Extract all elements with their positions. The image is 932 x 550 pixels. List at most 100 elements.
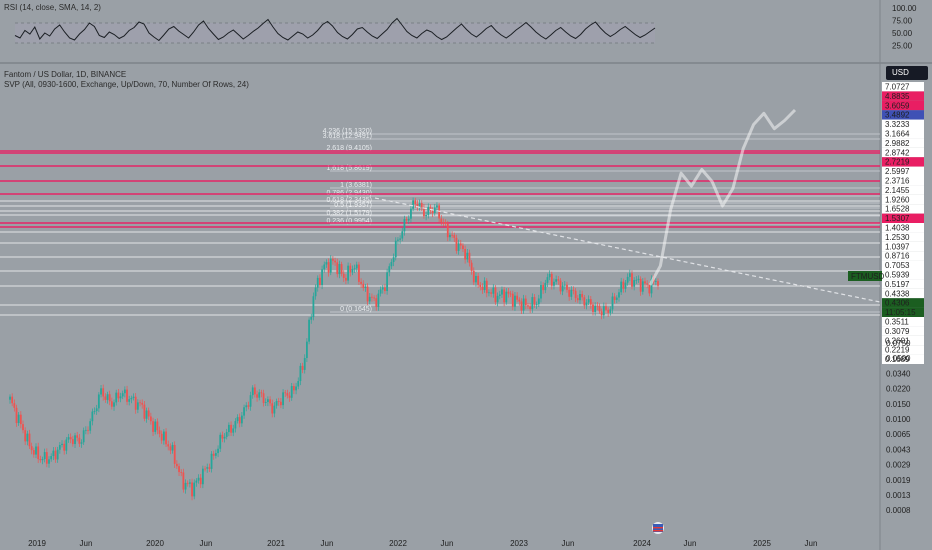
rsi-level-label: 100.00	[892, 4, 917, 13]
candle-body	[368, 296, 371, 302]
price-axis: 7.07274.88353.60593.48923.32333.16642.98…	[848, 82, 924, 515]
price-label-box	[882, 147, 924, 158]
candle-body	[15, 407, 18, 424]
candle-body	[477, 275, 480, 285]
candle-body	[446, 223, 449, 238]
candle-body	[420, 203, 423, 207]
candle-body	[39, 459, 42, 461]
price-tick: 0.0100	[886, 415, 911, 424]
candle-body	[639, 278, 642, 292]
price-label-box	[882, 298, 924, 308]
candle-body	[197, 477, 200, 481]
candle-body	[245, 405, 248, 408]
price-label: 1.2530	[885, 233, 910, 242]
candle-body	[494, 287, 497, 303]
price-label: 3.1664	[885, 130, 910, 139]
candle-body	[35, 446, 37, 455]
candle-body	[48, 459, 50, 464]
candle-body	[540, 285, 542, 299]
candle-body	[501, 289, 503, 295]
fib-label: 2.618 (9.4105)	[326, 145, 372, 152]
candle-body	[113, 402, 115, 407]
price-tick: 0.0019	[886, 476, 911, 485]
candle-body	[219, 434, 222, 449]
candle-body	[518, 299, 521, 302]
price-tick: 0.0065	[886, 430, 911, 439]
candle-body	[156, 421, 159, 431]
price-candles	[9, 197, 659, 501]
candle-body	[646, 283, 649, 285]
candle-body	[390, 262, 393, 267]
price-label: 3.3233	[885, 120, 910, 129]
time-tick: Jun	[321, 539, 334, 548]
candle-body	[312, 296, 315, 318]
price-label-box	[882, 166, 924, 176]
candle-body	[104, 396, 107, 400]
candle-body	[30, 446, 33, 451]
support-resistance-lines[interactable]	[0, 150, 880, 316]
price-label-box	[882, 110, 924, 120]
candle-body	[123, 389, 126, 394]
candle-body	[269, 399, 271, 404]
candle-body	[559, 280, 562, 292]
candle-body	[67, 437, 70, 440]
price-label-box	[882, 317, 924, 327]
candle-body	[91, 411, 94, 422]
candle-body	[626, 276, 629, 283]
price-label-box	[882, 138, 924, 148]
trend-line[interactable]	[374, 197, 881, 303]
candle-body	[87, 429, 89, 431]
currency-button[interactable]: USD	[886, 66, 928, 80]
candle-body	[533, 297, 536, 305]
flag-icon[interactable]	[652, 522, 664, 534]
candle-body	[225, 432, 228, 437]
candle-body	[412, 200, 415, 209]
rsi-title[interactable]: RSI (14, close, SMA, 14, 2)	[4, 3, 101, 12]
candle-body	[544, 282, 547, 291]
candle-body	[208, 467, 211, 469]
candle-body	[251, 387, 254, 396]
candle-body	[260, 392, 263, 394]
symbol-title[interactable]: Fantom / US Dollar, 1D, BINANCE	[4, 70, 127, 79]
candle-body	[110, 401, 113, 407]
candle-body	[37, 446, 40, 460]
price-label: 0.2219	[885, 346, 910, 355]
candle-body	[457, 243, 460, 251]
price-label: 0.1689	[885, 355, 910, 364]
time-tick: 2024	[633, 539, 651, 548]
candle-body	[537, 298, 540, 305]
candle-body	[188, 482, 191, 484]
candle-body	[488, 292, 490, 294]
price-label: 0.8716	[885, 252, 910, 261]
rsi-level-label: 50.00	[892, 29, 913, 38]
rsi-level-label: 25.00	[892, 42, 913, 51]
projection-path[interactable]	[648, 108, 797, 286]
price-label-box	[882, 232, 924, 242]
candle-body	[325, 262, 328, 265]
ticker-tag	[848, 271, 882, 281]
candle-body	[624, 282, 627, 289]
indicator-title[interactable]: SVP (All, 0930-1600, Exchange, Up/Down, …	[4, 80, 249, 89]
candle-body	[227, 424, 230, 433]
price-label-box	[882, 260, 924, 270]
candle-body	[470, 262, 473, 271]
candle-body	[295, 386, 297, 391]
candle-body	[32, 450, 35, 455]
time-axis: 2019 Jun 2020 Jun 2021 Jun 2022 Jun 2023 Jun 2024 J…	[28, 539, 817, 548]
price-tick: 0.0029	[886, 461, 911, 470]
candle-body	[165, 431, 167, 445]
candle-body	[340, 264, 343, 274]
price-label: 2.5997	[885, 167, 910, 176]
candle-body	[360, 281, 362, 284]
candle-body	[106, 394, 109, 400]
fib-label: 3.618 (12.9491)	[323, 133, 372, 140]
price-label-box	[882, 129, 924, 139]
candle-body	[637, 278, 640, 280]
candle-body	[472, 270, 475, 283]
candle-body	[199, 477, 202, 485]
candle-body	[373, 297, 375, 299]
candle-body	[273, 405, 276, 414]
candle-body	[555, 279, 558, 282]
candle-body	[405, 219, 408, 221]
